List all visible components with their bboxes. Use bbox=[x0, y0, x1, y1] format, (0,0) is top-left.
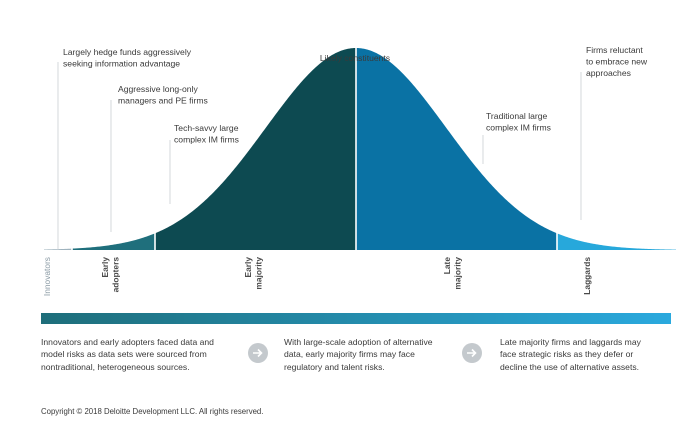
risk-line: model risks as data sets were sourced fr… bbox=[41, 349, 207, 360]
risk-line: regulatory and talent risks. bbox=[284, 361, 385, 372]
risk-line: With large-scale adoption of alternative bbox=[284, 337, 433, 347]
early-adopters-annotation: Aggressive long-only managers and PE firm… bbox=[118, 84, 208, 106]
label-laggards: Laggards bbox=[582, 257, 592, 295]
label-innovators: Innovators bbox=[42, 257, 52, 296]
arrow-right-icon bbox=[248, 343, 268, 363]
segment-laggards bbox=[557, 233, 676, 250]
risk-line: Late majority firms and laggards may bbox=[500, 337, 641, 347]
risk-line: data, early majority firms may face bbox=[284, 349, 415, 360]
risk-text-3: Late majority firms and laggards may fac… bbox=[500, 336, 680, 373]
risk-line: Innovators and early adopters faced data… bbox=[41, 337, 214, 347]
copyright-text: Copyright © 2018 Deloitte Development LL… bbox=[41, 407, 264, 416]
laggards-annotation: Firms reluctant to embrace new approaches bbox=[586, 45, 648, 78]
risk-line: nontraditional, heterogeneous sources. bbox=[41, 361, 190, 372]
innovators-annotation: Largely hedge funds aggressively seeking … bbox=[63, 47, 192, 69]
segment-late-majority bbox=[356, 48, 557, 250]
label-late-majority: Latemajority bbox=[442, 257, 463, 290]
label-early-adopters: Earlyadopters bbox=[100, 257, 121, 293]
risk-text-1: Innovators and early adopters faced data… bbox=[41, 336, 251, 373]
early-majority-annotation: Tech-savvy large complex IM firms bbox=[174, 123, 239, 145]
segment-early-adopters bbox=[72, 233, 155, 250]
gradient-bar bbox=[41, 313, 671, 324]
late-majority-annotation: Traditional large complex IM firms bbox=[486, 111, 551, 133]
arrow-right-icon bbox=[462, 343, 482, 363]
label-early-majority: Earlymajority bbox=[243, 257, 264, 290]
risk-line: decline the use of alternative assets. bbox=[500, 361, 640, 372]
risk-text-2: With large-scale adoption of alternative… bbox=[284, 336, 459, 373]
peak-label: Likely constituents bbox=[320, 53, 390, 63]
risk-line: face strategic risks as they defer or bbox=[500, 349, 634, 360]
segment-early-majority bbox=[155, 48, 356, 250]
